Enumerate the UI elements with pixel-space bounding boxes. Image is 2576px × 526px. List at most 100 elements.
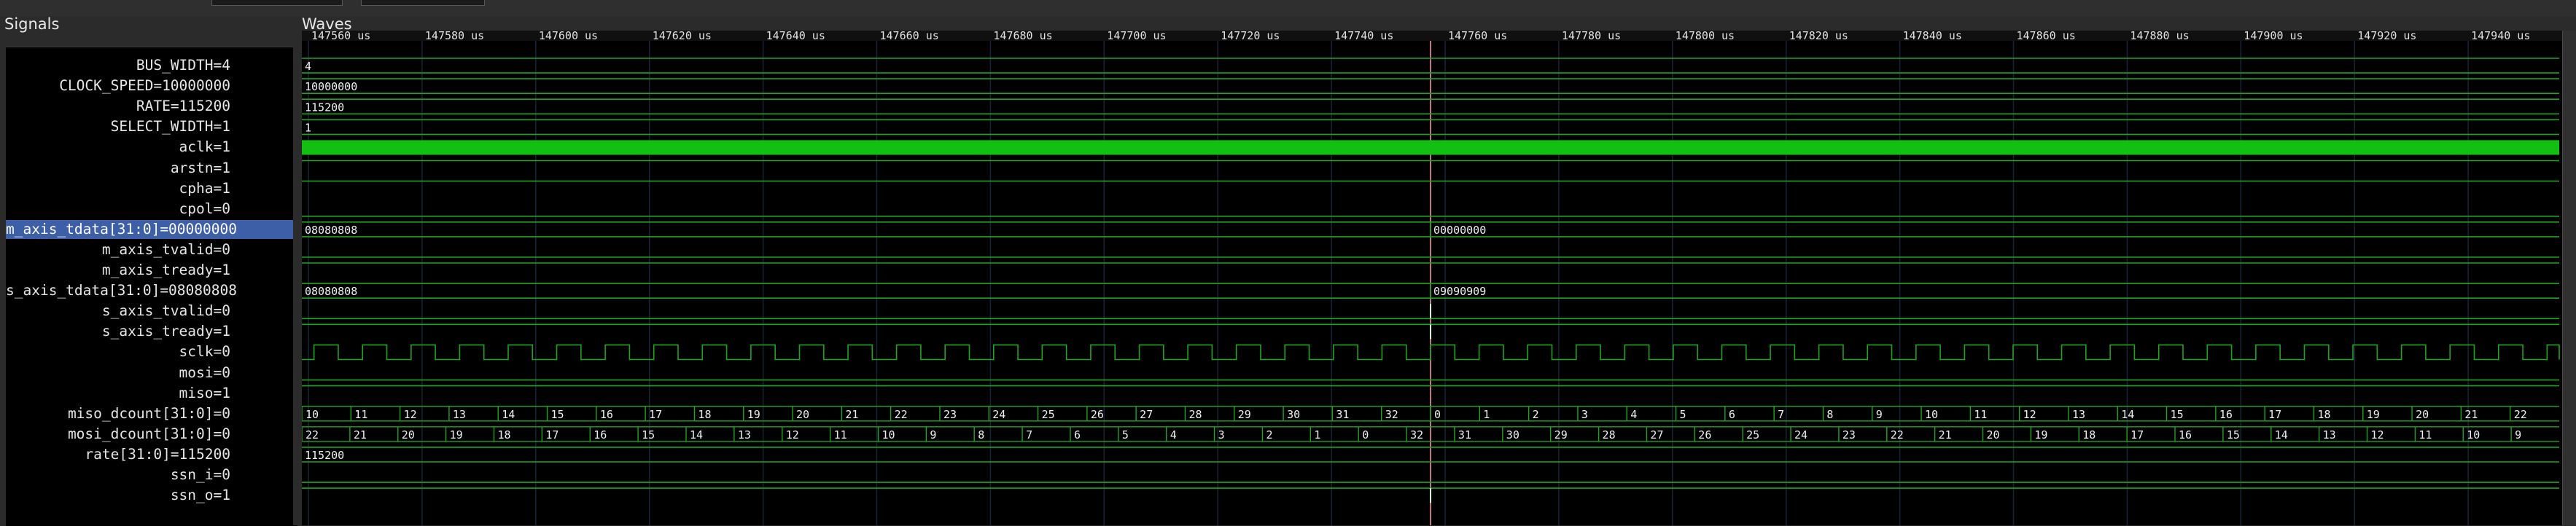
signal-name-row[interactable]: mosi=0	[179, 364, 230, 381]
counter-value-label: 7	[1026, 428, 1032, 441]
waves-panel-title: Waves	[302, 15, 352, 33]
signal-name-row[interactable]: rate[31:0]=115200	[85, 445, 230, 463]
counter-value-label: 26	[1698, 428, 1711, 441]
counter-value-label: 14	[2121, 408, 2134, 421]
wave-background	[302, 31, 2562, 525]
counter-value-label: 31	[1458, 428, 1471, 441]
counter-value-label: 13	[453, 408, 466, 421]
counter-value-label: 20	[1987, 428, 2000, 441]
counter-value-label: 14	[690, 428, 703, 441]
counter-value-label: 9	[930, 428, 936, 441]
time-tick-label: 147560 us	[311, 31, 370, 42]
bus-value-label: 4	[305, 60, 311, 73]
counter-value-label: 17	[649, 408, 662, 421]
counter-value-label: 12	[786, 428, 799, 441]
counter-value-label: 30	[1506, 428, 1519, 441]
counter-value-label: 27	[1650, 428, 1663, 441]
counter-value-label: 12	[2023, 408, 2036, 421]
counter-value-label: 5	[1680, 408, 1686, 421]
counter-value-label: 4	[1630, 408, 1637, 421]
counter-value-label: 28	[1603, 428, 1616, 441]
vertical-scrollbar[interactable]	[2562, 31, 2576, 525]
signal-name-row[interactable]: RATE=115200	[136, 98, 230, 115]
counter-value-label: 28	[1188, 408, 1202, 421]
signal-name-row[interactable]: s_axis_tdata[31:0]=08080808	[6, 282, 237, 299]
signal-name-row[interactable]: BUS_WIDTH=4	[136, 57, 230, 74]
counter-value-label: 10	[306, 408, 319, 421]
counter-value-label: 22	[2514, 408, 2527, 421]
counter-value-label: 17	[2268, 408, 2281, 421]
bus-value-label: 00000000	[1433, 224, 1486, 237]
counter-value-label: 13	[2323, 428, 2336, 441]
signal-name-row[interactable]: ssn_i=0	[170, 466, 230, 483]
signal-name-row[interactable]: SELECT_WIDTH=1	[110, 118, 230, 136]
counter-value-label: 5	[1122, 428, 1129, 441]
counter-value-label: 23	[943, 408, 957, 421]
counter-value-label: 13	[2072, 408, 2085, 421]
counter-value-label: 19	[2034, 428, 2047, 441]
counter-value-label: 1	[1483, 408, 1490, 421]
signal-name-row[interactable]: m_axis_tready=1	[101, 262, 230, 278]
signals-list[interactable]: BUS_WIDTH=4 CLOCK_SPEED=10000000 RATE=1152…	[6, 47, 297, 526]
waveform-canvas[interactable]: 147560 us 147580 us 147600 us 147620 us 1476…	[302, 31, 2562, 525]
counter-value-label: 19	[747, 408, 760, 421]
signals-panel-title: Signals	[4, 15, 60, 33]
counter-value-label: 25	[1042, 408, 1055, 421]
counter-value-label: 6	[1729, 408, 1735, 421]
signal-name-row[interactable]: mosi_dcount[31:0]=0	[67, 425, 230, 442]
counter-value-label: 0	[1362, 428, 1369, 441]
signal-name-row[interactable]: CLOCK_SPEED=10000000	[59, 77, 230, 95]
signal-name-row[interactable]: miso=1	[179, 384, 230, 401]
toolbar-field[interactable]	[211, 0, 343, 6]
counter-value-label: 2	[1266, 428, 1272, 441]
panel-splitter[interactable]	[293, 16, 300, 525]
signal-name-row[interactable]: miso_dcount[31:0]=0	[67, 404, 230, 422]
counter-value-label: 16	[600, 408, 613, 421]
signal-name-row[interactable]: ssn_o=1	[170, 487, 230, 504]
counter-value-label: 11	[834, 428, 847, 441]
signal-name-row[interactable]: s_axis_tvalid=0	[101, 302, 230, 320]
counter-value-label: 11	[354, 408, 367, 421]
time-tick-label: 147860 us	[2017, 31, 2076, 42]
counter-value-label: 21	[845, 408, 858, 421]
counter-value-label: 12	[404, 408, 417, 421]
counter-value-label: 22	[895, 408, 908, 421]
counter-value-label: 9	[1876, 408, 1883, 421]
counter-value-label: 22	[1891, 428, 1904, 441]
counter-value-label: 11	[1974, 408, 1987, 421]
signal-name-row[interactable]: s_axis_tready=1	[101, 323, 230, 340]
counter-value-label: 17	[2131, 428, 2144, 441]
time-tick-label: 147820 us	[1789, 31, 1848, 42]
counter-value-label: 21	[2464, 408, 2478, 421]
toolbar-field[interactable]	[361, 0, 485, 6]
time-tick-label: 147940 us	[2471, 31, 2530, 42]
counter-value-label: 10	[2467, 428, 2480, 441]
counter-value-label: 11	[2419, 428, 2432, 441]
time-tick-label: 147840 us	[1903, 31, 1962, 42]
signal-name-row[interactable]: cpol=0	[179, 200, 230, 217]
time-tick-label: 147760 us	[1448, 31, 1507, 42]
time-tick-label: 147900 us	[2244, 31, 2303, 42]
signals-panel: Signals BUS_WIDTH=4 CLOCK_SPEED=10000000 R…	[0, 15, 299, 526]
counter-value-label: 21	[354, 428, 367, 441]
counter-value-label: 3	[1218, 428, 1225, 441]
counter-value-label: 32	[1385, 408, 1398, 421]
signal-name-row[interactable]: arstn=1	[170, 159, 230, 176]
time-tick-label: 147740 us	[1334, 31, 1393, 42]
signal-name-row[interactable]: m_axis_tdata[31:0]=00000000	[6, 219, 297, 239]
counter-value-label: 18	[497, 428, 510, 441]
time-tick-label: 147580 us	[425, 31, 484, 42]
signal-name-row[interactable]: cpha=1	[179, 179, 230, 197]
signal-name-row[interactable]: m_axis_tvalid=0	[101, 240, 230, 258]
counter-value-label: 17	[545, 428, 559, 441]
bus-value-label: 10000000	[305, 80, 357, 93]
counter-value-label: 15	[642, 428, 655, 441]
counter-value-label: 23	[1842, 428, 1856, 441]
counter-value-label: 18	[2082, 428, 2096, 441]
counter-value-label: 20	[402, 428, 415, 441]
signal-name-row[interactable]: aclk=1	[179, 138, 230, 156]
signal-name-row[interactable]: sclk=0	[179, 343, 230, 361]
counter-value-label: 15	[2227, 428, 2240, 441]
time-tick-label: 147780 us	[1562, 31, 1621, 42]
waves-panel: Waves 147560 us 147580 us 147600 us 147620 …	[299, 16, 2576, 525]
